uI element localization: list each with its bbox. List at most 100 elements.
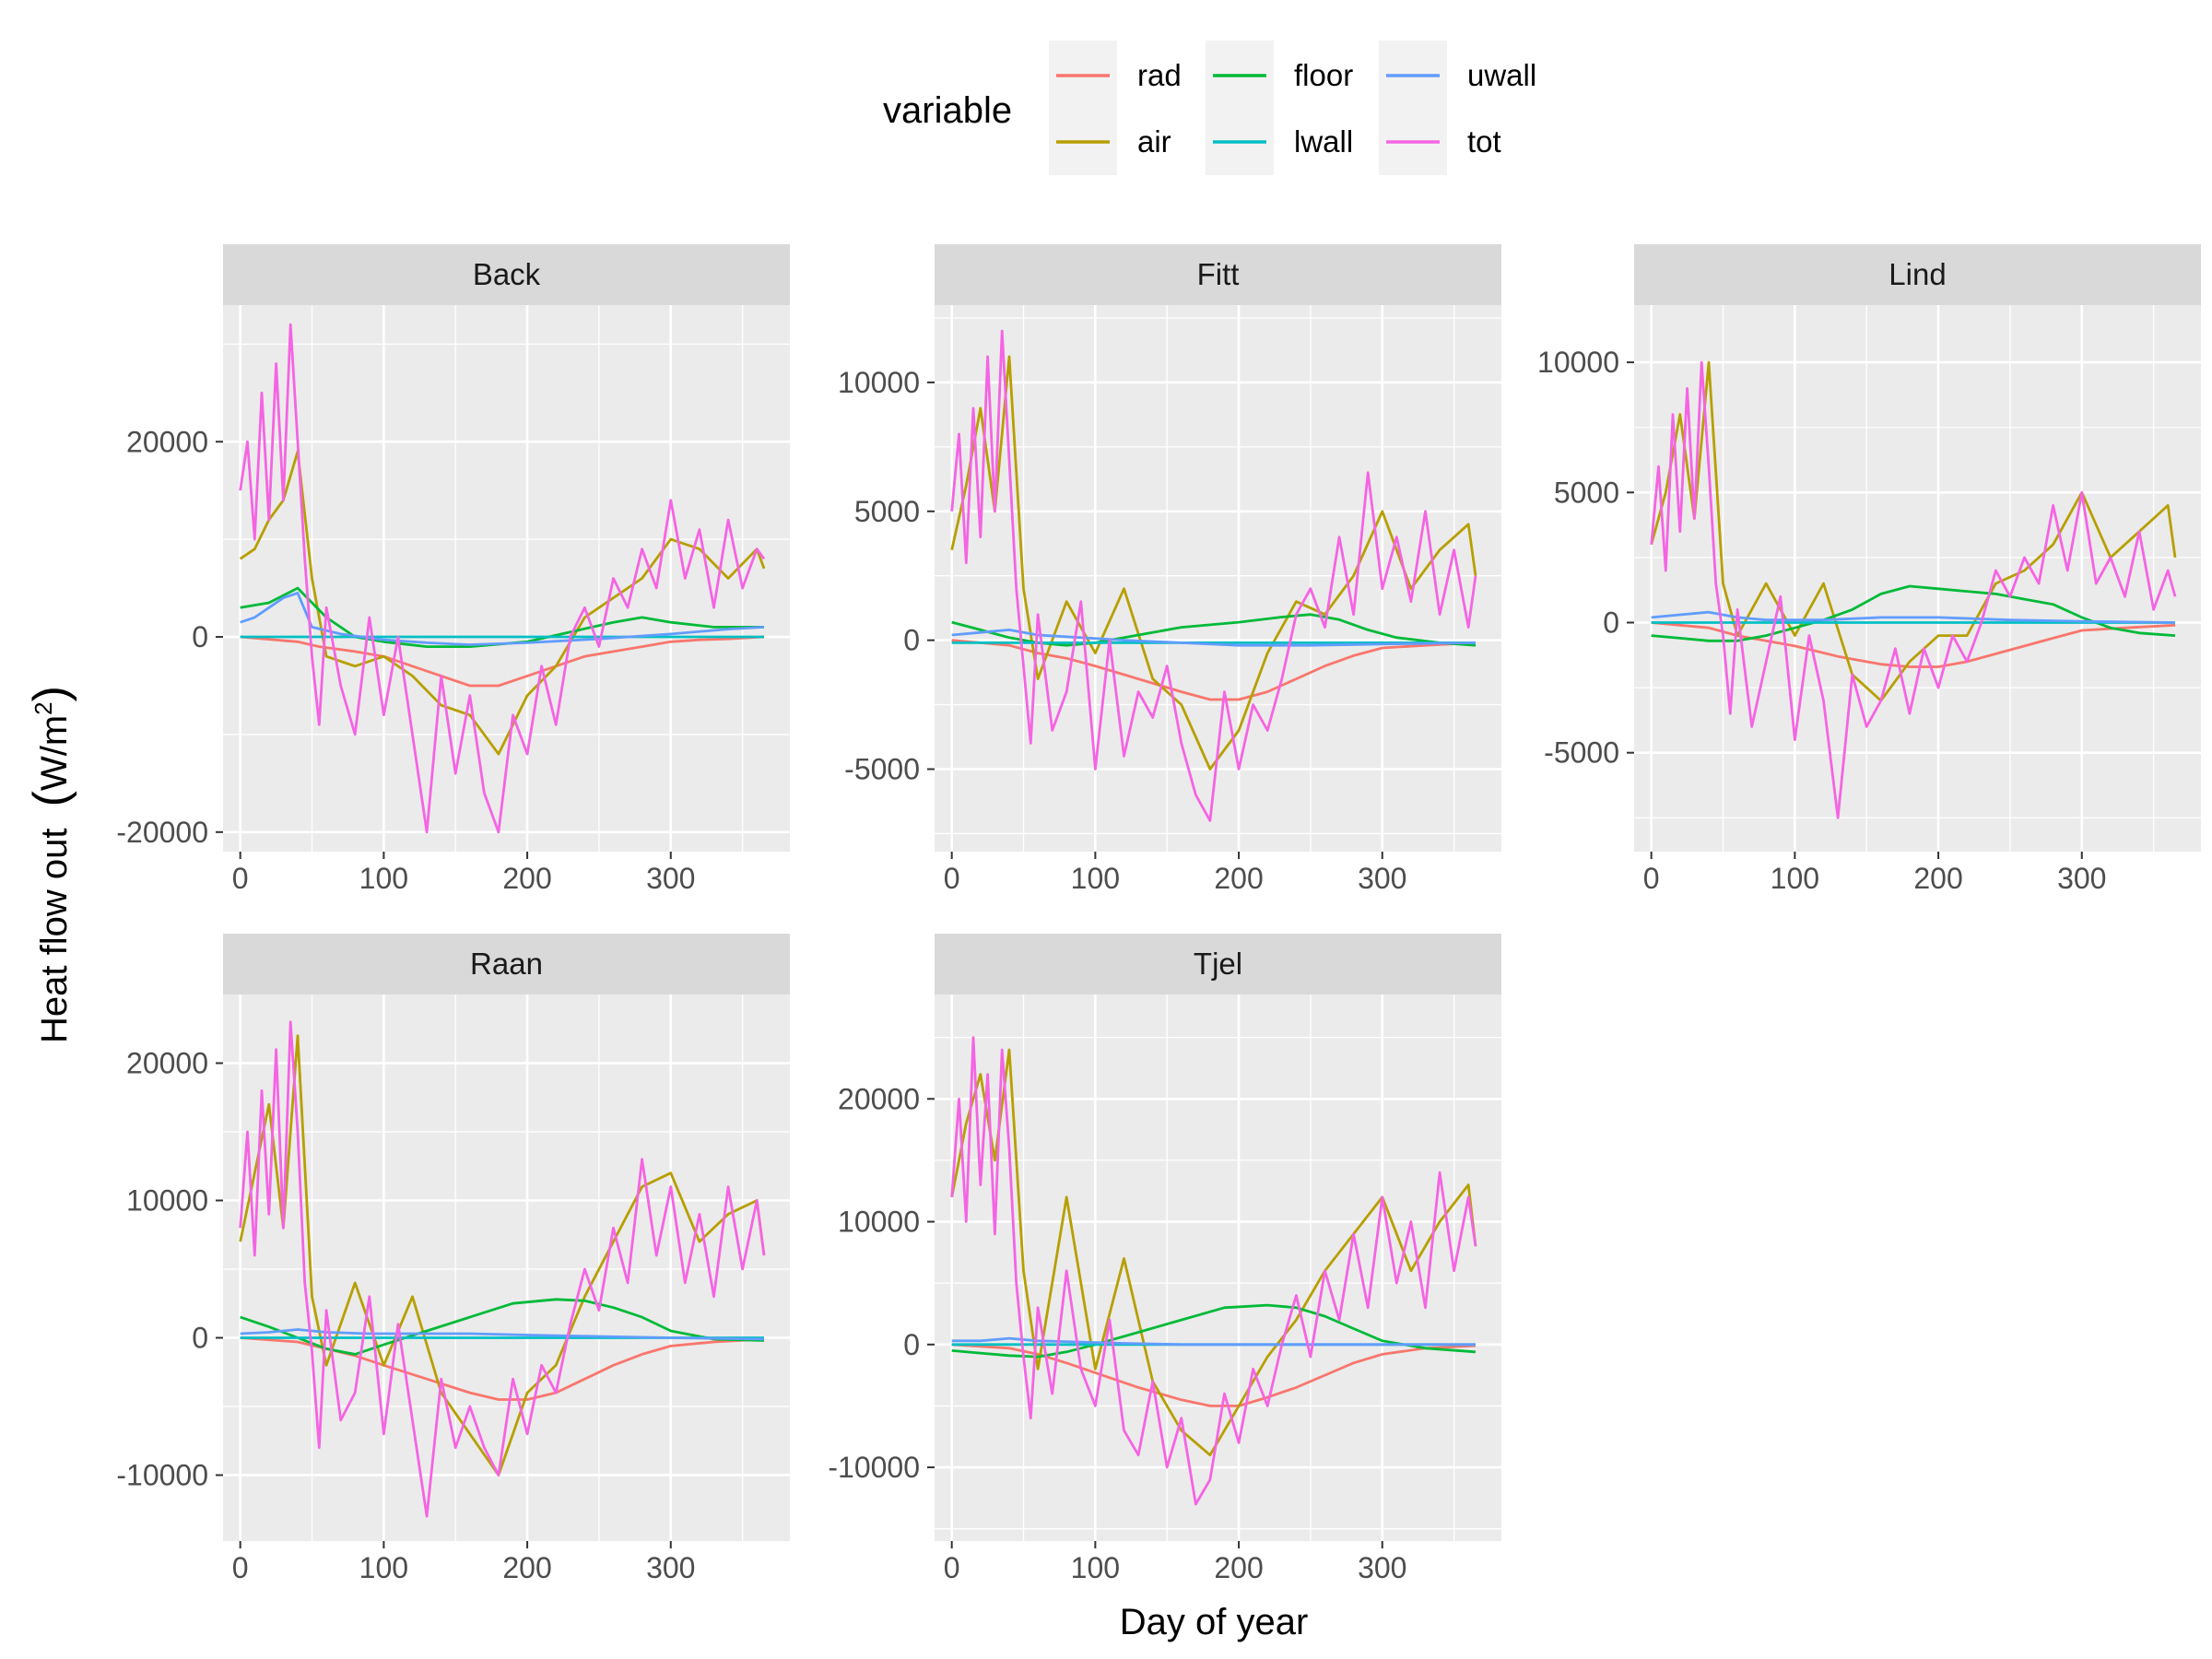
facet-strip xyxy=(935,934,1501,994)
facet-strip-label: Raan xyxy=(470,947,543,981)
y-tick-label: 10000 xyxy=(838,1206,920,1239)
legend-entry-rad: rad xyxy=(1049,41,1182,175)
series-line-tot xyxy=(1650,360,2177,819)
legend-key-bg xyxy=(1206,41,1274,175)
legend-entry-floor: floor xyxy=(1206,41,1353,175)
x-tick-label: 200 xyxy=(502,862,551,895)
y-tick-label: 20000 xyxy=(126,1046,208,1079)
x-tick-label: 300 xyxy=(646,1551,695,1584)
series-line-rad xyxy=(240,635,765,688)
facet-strip-label: Tjel xyxy=(1194,947,1242,981)
y-tick-label: -20000 xyxy=(116,816,208,849)
legend-title: variable xyxy=(883,90,1012,131)
facet-strip xyxy=(1634,244,2201,305)
legend-label: uwall xyxy=(1467,58,1536,92)
series-line-uwall xyxy=(951,629,1477,647)
legend-entry-lwall: lwall xyxy=(1213,124,1353,159)
legend-label: rad xyxy=(1137,58,1182,92)
series-line-air xyxy=(239,1034,766,1477)
legend-entries: rad air floor lwall uwall tot xyxy=(1049,41,1536,175)
series-line-tot xyxy=(239,1020,766,1518)
y-tick-label: 5000 xyxy=(1554,476,1619,509)
x-tick-label: 300 xyxy=(646,862,695,895)
x-tick-label: 200 xyxy=(502,1551,551,1584)
legend-key-bg xyxy=(1049,41,1117,175)
y-axis-title-unit: W/m xyxy=(34,715,75,791)
y-axis-title-main: Heat flow out xyxy=(34,828,75,1042)
x-tick-label: 0 xyxy=(944,862,960,895)
series-line-floor xyxy=(951,613,1477,647)
series-line-tot xyxy=(950,1036,1477,1506)
series-line-uwall xyxy=(240,1328,765,1341)
panel-background xyxy=(935,994,1501,1541)
facet-strip-label: Lind xyxy=(1888,257,1946,291)
panel-series xyxy=(950,329,1477,822)
y-tick-label: -5000 xyxy=(844,752,920,785)
panel-series xyxy=(950,1036,1477,1506)
x-tick-label: 300 xyxy=(2057,862,2106,895)
legend-entry-uwall: uwall xyxy=(1379,41,1536,175)
y-tick-label: -5000 xyxy=(1544,736,1619,770)
y-tick-label: 0 xyxy=(1603,606,1619,640)
legend-label: lwall xyxy=(1294,124,1353,159)
legend-label: air xyxy=(1137,124,1171,159)
facet-strip-label: Fitt xyxy=(1197,257,1240,291)
x-tick-label: 100 xyxy=(1071,1551,1120,1584)
panel-background xyxy=(1634,305,2201,852)
x-tick-label: 0 xyxy=(232,1551,249,1584)
y-tick-label: 0 xyxy=(903,624,920,657)
svg-text:Heat flow out (W/m2): Heat flow out (W/m2) xyxy=(24,686,77,1043)
x-tick-label: 0 xyxy=(232,862,249,895)
x-tick-label: 200 xyxy=(1913,862,1962,895)
series-line-uwall xyxy=(1651,610,2176,624)
x-tick-label: 0 xyxy=(944,1551,960,1584)
x-tick-label: 100 xyxy=(359,1551,408,1584)
panel-raan: Raan 0 100 200 300 -10000 0 10000 20000 xyxy=(116,934,790,1584)
y-tick-label: 10000 xyxy=(838,366,920,399)
y-tick-label: 10000 xyxy=(126,1183,208,1217)
panel-gridlines xyxy=(1634,305,2201,852)
y-tick-label: 20000 xyxy=(126,425,208,458)
legend-key-bg xyxy=(1379,41,1447,175)
legend-label: tot xyxy=(1467,124,1501,159)
y-tick-label: 0 xyxy=(192,1321,208,1354)
y-tick-label: 10000 xyxy=(1537,346,1619,379)
facet-strip xyxy=(935,244,1501,305)
x-tick-label: 100 xyxy=(1771,862,1819,895)
series-line-air xyxy=(950,355,1477,771)
x-tick-label: 0 xyxy=(1643,862,1660,895)
y-tick-label: -10000 xyxy=(116,1458,208,1491)
panel-series xyxy=(1650,360,2177,819)
facet-strip xyxy=(223,244,790,305)
x-tick-label: 300 xyxy=(1358,1551,1406,1584)
series-line-air xyxy=(239,450,766,756)
panel-lind: Lind 0 100 200 300 -5000 0 5000 10000 xyxy=(1537,244,2201,895)
panel-series xyxy=(239,1020,766,1518)
y-axis-title: Heat flow out (W/m2) xyxy=(24,686,77,1043)
legend-entry-air: air xyxy=(1056,124,1171,159)
y-tick-label: 20000 xyxy=(838,1082,920,1115)
y-tick-label: 0 xyxy=(903,1328,920,1361)
panel-gridlines xyxy=(223,994,790,1541)
series-line-rad xyxy=(951,1343,1477,1407)
legend-label: floor xyxy=(1294,58,1353,92)
y-tick-label: -10000 xyxy=(828,1451,920,1484)
y-tick-label: 0 xyxy=(192,620,208,653)
series-line-uwall xyxy=(240,592,765,646)
legend-entry-tot: tot xyxy=(1386,124,1501,159)
y-tick-label: 5000 xyxy=(854,495,920,528)
x-axis-title: Day of year xyxy=(1120,1602,1309,1642)
series-line-tot xyxy=(239,323,766,834)
x-tick-label: 200 xyxy=(1214,1551,1263,1584)
facet-strip-label: Back xyxy=(473,257,541,291)
facet-strip xyxy=(223,934,790,994)
y-axis-title-exponent: 2 xyxy=(29,701,57,714)
x-tick-label: 100 xyxy=(1071,862,1120,895)
series-line-tot xyxy=(950,329,1477,822)
panel-back: Back 0 100 200 300 -20000 0 20000 xyxy=(116,244,790,895)
legend: variable rad air floor lwall uwall tot xyxy=(883,41,1536,175)
series-line-floor xyxy=(1651,584,2176,642)
panel-series xyxy=(239,323,766,834)
x-tick-label: 300 xyxy=(1358,862,1406,895)
